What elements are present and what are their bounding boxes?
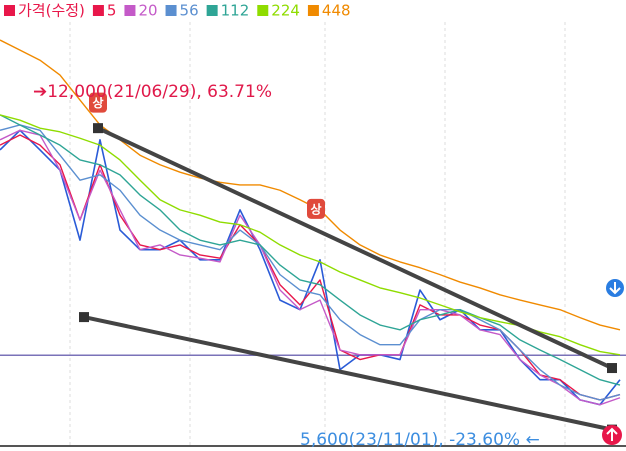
legend-swatch	[206, 5, 218, 16]
low-label: 5,600(23/11/01), -23.60% ←	[300, 430, 540, 450]
signal-label: 상	[92, 95, 103, 110]
trend-anchor	[607, 363, 617, 374]
legend-swatch	[165, 5, 177, 16]
up-icon	[602, 425, 622, 445]
legend-swatch	[307, 5, 319, 16]
legend-label: 가격(수정)	[18, 2, 85, 20]
down-icon	[606, 279, 624, 297]
trend-anchor	[79, 312, 89, 323]
legend-label: 112	[221, 2, 250, 20]
signal-badge	[89, 92, 107, 113]
legend-label: 5	[107, 2, 117, 20]
legend-label: 224	[271, 2, 300, 20]
trend-anchor	[93, 123, 103, 134]
legend-swatch	[92, 5, 104, 16]
trend-line	[83, 315, 613, 432]
legend-swatch	[257, 5, 269, 16]
high-label: ➔12,000(21/06/29), 63.71%	[33, 82, 272, 102]
legend-swatch	[4, 5, 15, 16]
trend-line	[97, 126, 613, 370]
legend-label: 448	[322, 2, 351, 20]
signal-badge	[307, 198, 325, 219]
series-line	[0, 124, 621, 401]
legend-label: 56	[180, 2, 199, 20]
series-line	[0, 114, 621, 386]
legend: 가격(수정) 5 20 56 112 224 448	[4, 2, 351, 20]
signal-label: 상	[310, 201, 321, 216]
legend-label: 20	[138, 2, 157, 20]
legend-swatch	[124, 5, 136, 16]
